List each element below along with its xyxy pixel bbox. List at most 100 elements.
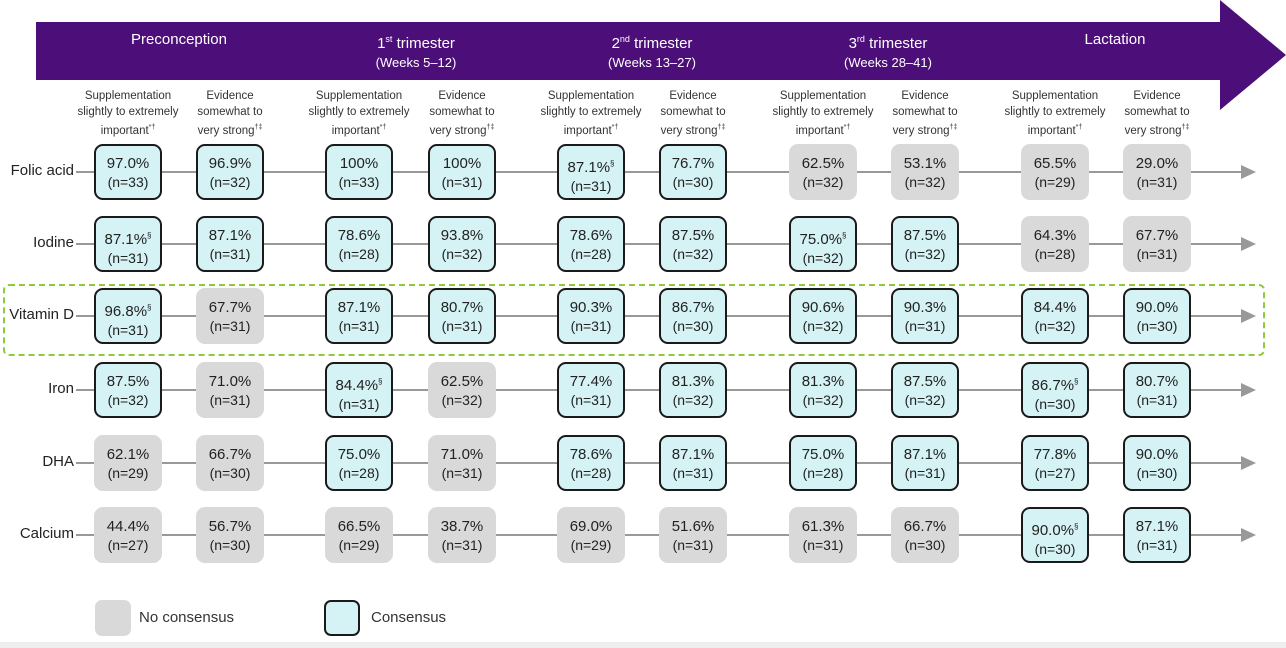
row-arrow-head bbox=[1241, 309, 1256, 323]
cell-percent: 64.3% bbox=[1033, 227, 1077, 244]
cell-percent: 87.5% bbox=[903, 373, 947, 390]
cell-sample-size: (n=31) bbox=[209, 318, 251, 334]
consensus-cell: 87.1% (n=31) bbox=[325, 288, 393, 344]
cell-percent: 80.7% bbox=[1135, 373, 1179, 390]
column-header-supplementation: Supplementation slightly to extremely impo… bbox=[993, 89, 1117, 139]
consensus-cell: 87.5% (n=32) bbox=[891, 216, 959, 272]
cell-sample-size: (n=30) bbox=[1034, 396, 1076, 412]
cell-sample-size: (n=28) bbox=[802, 465, 844, 481]
row-label-iodine: Iodine bbox=[33, 234, 74, 251]
cell-sample-size: (n=33) bbox=[107, 174, 149, 190]
header-footnote-mark: †‡ bbox=[949, 124, 958, 131]
cell-footnote-mark: § bbox=[147, 231, 152, 240]
cell-percent: 75.0% bbox=[801, 446, 845, 463]
cell-sample-size: (n=32) bbox=[672, 392, 714, 408]
header-line: Evidence bbox=[669, 90, 717, 102]
cell-percent: 78.6% bbox=[569, 446, 613, 463]
phase-name: 2nd trimester bbox=[611, 34, 693, 52]
cell-percent: 90.3% bbox=[569, 299, 613, 316]
cell-footnote-mark: § bbox=[1074, 377, 1079, 386]
consensus-cell: 97.0% (n=33) bbox=[94, 144, 162, 200]
consensus-cell: 75.0% (n=28) bbox=[325, 435, 393, 491]
cell-sample-size: (n=32) bbox=[802, 250, 844, 266]
consensus-cell: 84.4% (n=32) bbox=[1021, 288, 1089, 344]
cell-percent: 87.1% bbox=[208, 227, 252, 244]
header-line: Evidence bbox=[1133, 90, 1181, 102]
cell-sample-size: (n=31) bbox=[1136, 174, 1178, 190]
cell-percent: 100% bbox=[339, 155, 379, 172]
no-consensus-cell: 67.7% (n=31) bbox=[196, 288, 264, 344]
cell-sample-size: (n=31) bbox=[570, 392, 612, 408]
cell-sample-size: (n=31) bbox=[441, 318, 483, 334]
header-text: very strong bbox=[660, 124, 718, 137]
consensus-cell: 80.7% (n=31) bbox=[428, 288, 496, 344]
cell-sample-size: (n=31) bbox=[441, 465, 483, 481]
header-footnote-mark: *† bbox=[611, 124, 619, 131]
legend-label-no-consensus: No consensus bbox=[139, 609, 235, 626]
header-line: somewhat to bbox=[429, 105, 495, 118]
cell-percent: 71.0% bbox=[440, 446, 484, 463]
cell-footnote-mark: § bbox=[842, 231, 847, 240]
header-line: important*† bbox=[66, 120, 190, 139]
header-footnote-mark: *† bbox=[379, 124, 387, 131]
cell-sample-size: (n=30) bbox=[672, 174, 714, 190]
cell-percent: 66.5% bbox=[337, 518, 381, 535]
cell-percent: 78.6% bbox=[337, 227, 381, 244]
header-footnote-mark: *† bbox=[148, 124, 156, 131]
cell-percent: 87.1%§ bbox=[104, 231, 152, 248]
cell-percent: 66.7% bbox=[208, 446, 252, 463]
header-text: important bbox=[795, 124, 844, 137]
cell-sample-size: (n=30) bbox=[1136, 318, 1178, 334]
consensus-cell: 87.1%§ (n=31) bbox=[557, 144, 625, 200]
cell-percent: 84.4% bbox=[1033, 299, 1077, 316]
cell-sample-size: (n=32) bbox=[802, 174, 844, 190]
consensus-cell: 90.6% (n=32) bbox=[789, 288, 857, 344]
cell-sample-size: (n=28) bbox=[1034, 246, 1076, 262]
cell-percent: 67.7% bbox=[208, 299, 252, 316]
phase-header-trimester-1: 1st trimester (Weeks 5–12) bbox=[311, 30, 521, 72]
no-consensus-cell: 38.7% (n=31) bbox=[428, 507, 496, 563]
consensus-cell: 81.3% (n=32) bbox=[659, 362, 727, 418]
cell-sample-size: (n=29) bbox=[570, 537, 612, 553]
cell-sample-size: (n=30) bbox=[1136, 465, 1178, 481]
cell-sample-size: (n=28) bbox=[338, 246, 380, 262]
cell-percent: 87.1% bbox=[671, 446, 715, 463]
cell-percent: 38.7% bbox=[440, 518, 484, 535]
header-text: important bbox=[1027, 124, 1076, 137]
cell-sample-size: (n=32) bbox=[209, 174, 251, 190]
consensus-cell: 78.6% (n=28) bbox=[557, 216, 625, 272]
header-line: very strong†‡ bbox=[180, 120, 280, 139]
column-header-evidence: Evidence somewhat to very strong†‡ bbox=[1107, 89, 1207, 139]
cell-percent: 71.0% bbox=[208, 373, 252, 390]
cell-sample-size: (n=31) bbox=[107, 250, 149, 266]
consensus-cell: 87.5% (n=32) bbox=[659, 216, 727, 272]
cell-percent: 81.3% bbox=[671, 373, 715, 390]
consensus-cell: 81.3% (n=32) bbox=[789, 362, 857, 418]
consensus-cell: 100% (n=33) bbox=[325, 144, 393, 200]
cell-sample-size: (n=31) bbox=[570, 318, 612, 334]
row-label-vitamin-d: Vitamin D bbox=[9, 306, 74, 323]
consensus-cell: 77.8% (n=27) bbox=[1021, 435, 1089, 491]
consensus-cell: 87.1% (n=31) bbox=[891, 435, 959, 491]
cell-percent: 62.1% bbox=[106, 446, 150, 463]
header-footnote-mark: †‡ bbox=[717, 124, 726, 131]
column-header-supplementation: Supplementation slightly to extremely impo… bbox=[529, 89, 653, 139]
column-header-evidence: Evidence somewhat to very strong†‡ bbox=[412, 89, 512, 139]
header-footnote-mark: *† bbox=[843, 124, 851, 131]
consensus-cell: 86.7%§ (n=30) bbox=[1021, 362, 1089, 418]
cell-sample-size: (n=31) bbox=[904, 465, 946, 481]
cell-percent: 75.0%§ bbox=[799, 231, 847, 248]
phase-header-lactation: Lactation bbox=[1010, 30, 1220, 49]
cell-sample-size: (n=32) bbox=[802, 392, 844, 408]
cell-percent: 77.8% bbox=[1033, 446, 1077, 463]
row-arrow-head bbox=[1241, 456, 1256, 470]
header-line: somewhat to bbox=[660, 105, 726, 118]
row-label-calcium: Calcium bbox=[19, 525, 74, 542]
no-consensus-cell: 66.7% (n=30) bbox=[891, 507, 959, 563]
no-consensus-cell: 61.3% (n=31) bbox=[789, 507, 857, 563]
legend-swatch-no-consensus bbox=[95, 600, 131, 636]
cell-percent: 53.1% bbox=[903, 155, 947, 172]
cell-sample-size: (n=27) bbox=[107, 537, 149, 553]
cell-sample-size: (n=31) bbox=[338, 396, 380, 412]
cell-percent: 67.7% bbox=[1135, 227, 1179, 244]
